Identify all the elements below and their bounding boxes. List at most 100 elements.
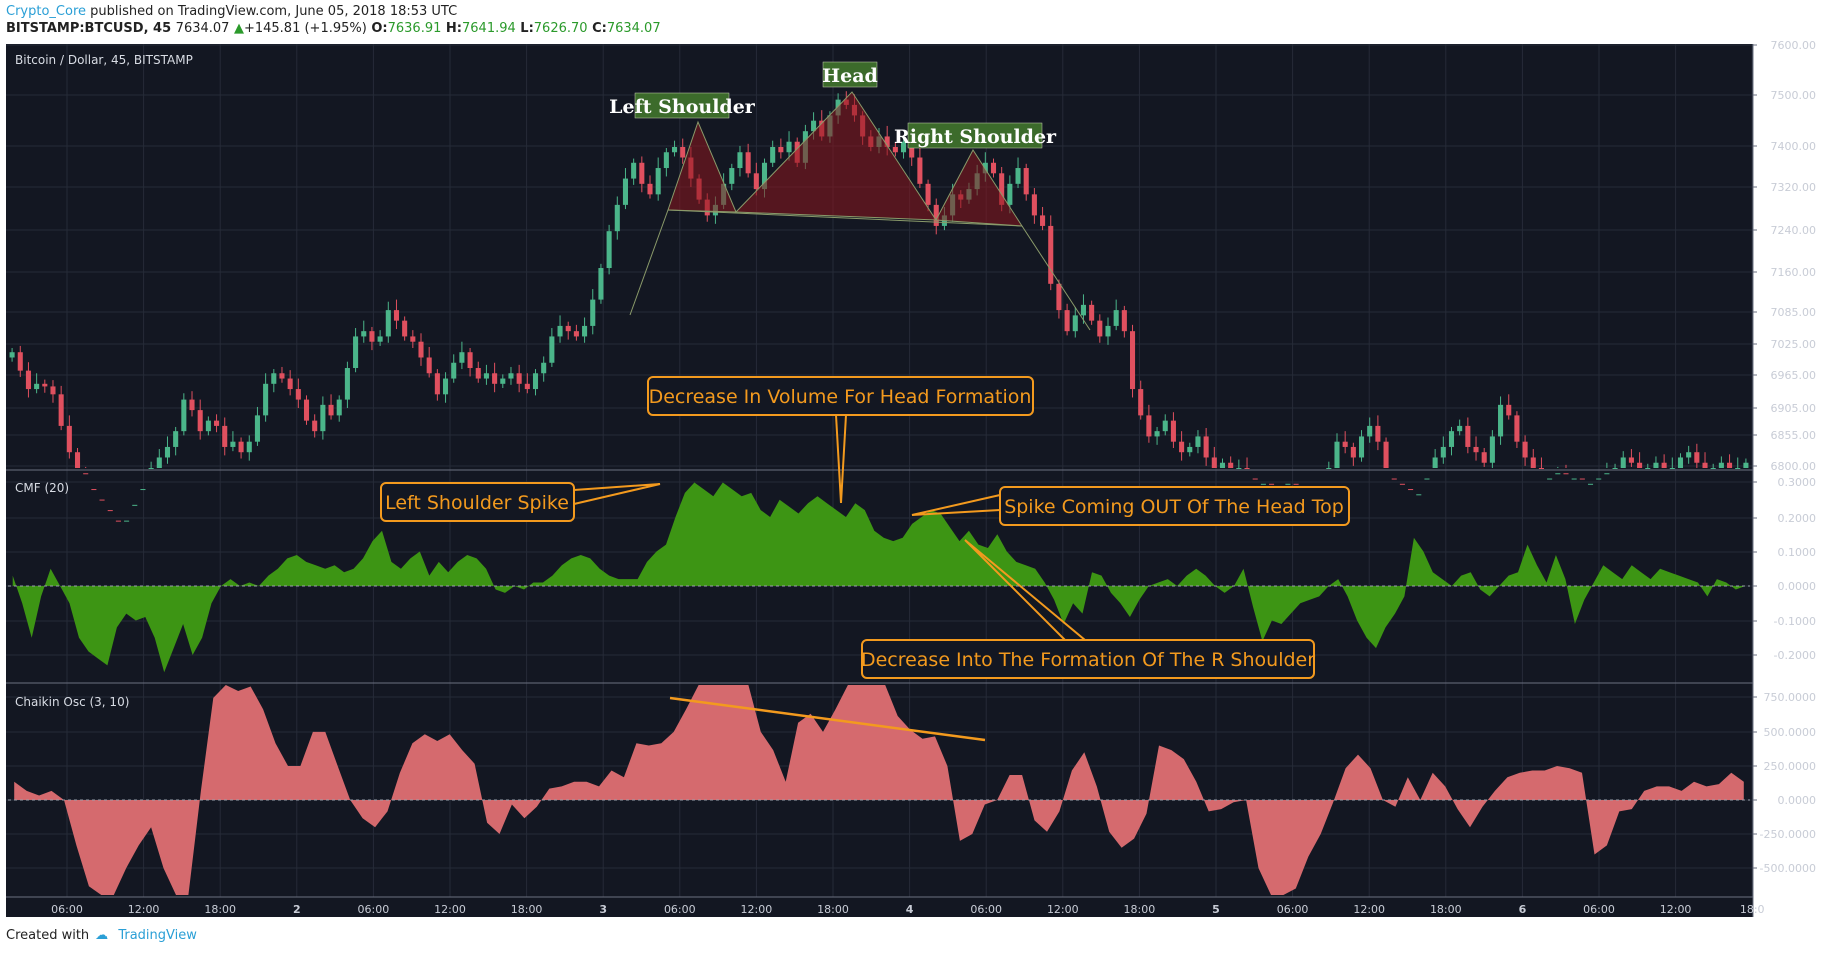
candle	[83, 466, 89, 475]
candle	[25, 362, 31, 398]
candle	[132, 504, 138, 506]
candle	[271, 369, 277, 393]
candle	[1244, 457, 1250, 469]
left-shoulder-label: Left Shoulder	[609, 92, 756, 119]
candle	[410, 330, 416, 349]
svg-text:Head: Head	[822, 65, 878, 87]
chaikin-axis-tick-label: 0.0000	[1778, 794, 1817, 807]
price-axis-tick-label: 7600.00	[1771, 39, 1817, 52]
candle	[173, 426, 179, 456]
candle	[990, 158, 997, 178]
candle	[361, 320, 367, 343]
tradingview-logo-icon[interactable]: ☁	[95, 928, 109, 943]
chaikin-axis[interactable]: 750.0000 500.0000 250.0000 0.0000 -250.0000 -…	[1753, 691, 1816, 875]
candle	[353, 328, 359, 373]
high-label: H:	[445, 21, 462, 36]
candle	[164, 436, 171, 464]
candle	[1179, 431, 1185, 461]
price-pane-title: Bitcoin / Dollar, 45, BITSTAMP	[15, 53, 193, 67]
candle	[582, 317, 588, 343]
symbol-info: BITSTAMP:BTCUSD, 45 7634.07 ▲+145.81 (+1…	[6, 21, 661, 36]
candle	[1399, 483, 1405, 485]
candle	[1138, 380, 1144, 420]
up-arrow-icon: ▲	[233, 21, 244, 36]
price-axis-tick-label: 7160.00	[1771, 266, 1817, 279]
candle	[1048, 215, 1054, 291]
candle	[263, 373, 269, 422]
candle	[459, 341, 465, 370]
candle	[1465, 417, 1471, 454]
svg-text:Right Shoulder: Right Shoulder	[894, 126, 1057, 148]
time-tick-label: 18:00	[511, 903, 543, 916]
candle	[1350, 442, 1356, 466]
time-tick-label: 12:00	[1353, 903, 1385, 916]
candle	[1457, 419, 1463, 436]
candle	[917, 146, 923, 189]
candle	[1637, 452, 1643, 468]
candle	[1612, 463, 1618, 469]
candle	[1686, 445, 1692, 464]
candle	[1195, 430, 1201, 454]
svg-text:Decrease Into The Formation Of: Decrease Into The Formation Of The R Sho…	[861, 649, 1315, 671]
time-tick-label: 18:00	[1124, 903, 1156, 916]
price-axis-tick-label: 7085.00	[1771, 306, 1817, 319]
candle	[1628, 449, 1634, 467]
candle	[66, 415, 72, 459]
candle	[1072, 306, 1078, 338]
candle	[622, 168, 629, 210]
candle	[1236, 459, 1242, 469]
candle	[541, 356, 547, 382]
candle	[74, 448, 81, 468]
candle	[573, 324, 579, 341]
candle	[189, 391, 195, 417]
candle	[1154, 426, 1160, 445]
tradingview-link[interactable]: TradingView	[118, 928, 197, 943]
cmf-axis[interactable]: 0.3000 0.2000 0.1000 0.0000 -0.1000 -0.2000	[1753, 476, 1816, 662]
candle	[1219, 458, 1226, 468]
candle	[1056, 279, 1062, 319]
head-shoulders-pattern[interactable]	[629, 91, 1091, 331]
time-tick-label: 18:00	[204, 903, 236, 916]
candle	[1448, 426, 1455, 456]
candle	[1587, 483, 1594, 485]
time-axis[interactable]: 06:00 12:00 18:00 2 06:00 12:00 18:00 3 06:00 12:…	[51, 903, 1764, 916]
svg-text:Spike Coming OUT Of The Head T: Spike Coming OUT Of The Head Top	[1004, 496, 1344, 518]
candle	[557, 315, 563, 343]
candle	[328, 394, 334, 420]
candle	[1097, 314, 1103, 343]
candle	[655, 157, 661, 201]
candle	[1547, 478, 1553, 480]
chaikin-axis-tick-label: 750.0000	[1764, 691, 1817, 704]
candle	[1416, 494, 1422, 496]
candle	[418, 333, 424, 366]
candle	[565, 321, 571, 340]
candle	[42, 379, 48, 393]
candle	[900, 135, 907, 159]
chaikin-trend-line[interactable]	[669, 696, 986, 742]
candle	[1031, 188, 1037, 224]
time-tick-label: 12:00	[434, 903, 466, 916]
cmf-pane-title: CMF (20)	[15, 481, 69, 495]
candle	[933, 198, 939, 235]
candle	[516, 364, 522, 393]
candle	[1162, 414, 1168, 436]
price-axis-tick-label: 7320.00	[1771, 181, 1817, 194]
candle	[1653, 456, 1659, 468]
author-link[interactable]: Crypto_Core	[6, 4, 87, 19]
time-tick-label: 6	[1519, 903, 1527, 916]
candle	[1555, 466, 1561, 475]
candle	[745, 143, 751, 178]
candle	[1113, 299, 1119, 331]
candle	[1040, 206, 1046, 231]
price-axis[interactable]: 7600.00 7500.00 7400.00 7320.00 7240.00 7160.…	[1753, 39, 1816, 473]
candle	[549, 328, 555, 367]
candle	[1170, 412, 1176, 449]
candle	[1269, 483, 1275, 485]
candle	[1228, 456, 1234, 468]
candle	[385, 301, 391, 343]
candle	[1146, 404, 1152, 443]
candle	[1089, 300, 1095, 325]
candle	[1023, 163, 1029, 201]
candle	[17, 345, 23, 377]
